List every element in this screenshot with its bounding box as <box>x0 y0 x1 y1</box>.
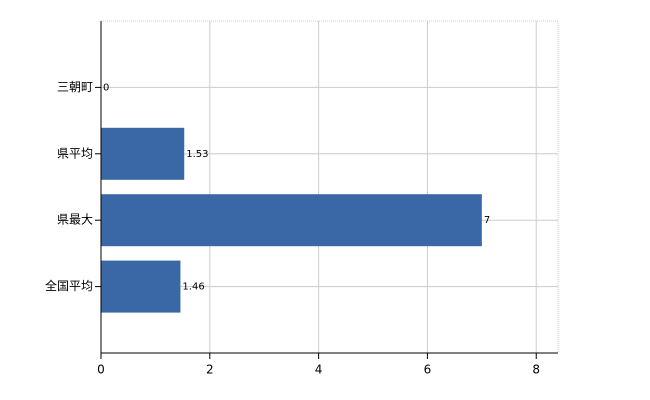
x-tick-label: 0 <box>97 363 105 377</box>
x-tick-label: 8 <box>532 363 540 377</box>
bar <box>101 260 181 313</box>
value-label: 0 <box>103 82 109 93</box>
value-label: 1.53 <box>186 149 208 160</box>
x-tick-label: 6 <box>424 363 432 377</box>
y-tick-label: 県最大 <box>57 213 93 227</box>
y-tick-label: 県平均 <box>57 146 93 160</box>
y-tick-label: 全国平均 <box>45 278 93 293</box>
bar <box>101 127 185 180</box>
y-tick-label: 三朝町 <box>57 80 93 94</box>
bar <box>101 194 482 247</box>
value-label: 7 <box>484 215 490 226</box>
value-label: 1.46 <box>182 282 204 293</box>
x-tick-label: 4 <box>315 363 323 377</box>
x-tick-label: 2 <box>206 363 214 377</box>
